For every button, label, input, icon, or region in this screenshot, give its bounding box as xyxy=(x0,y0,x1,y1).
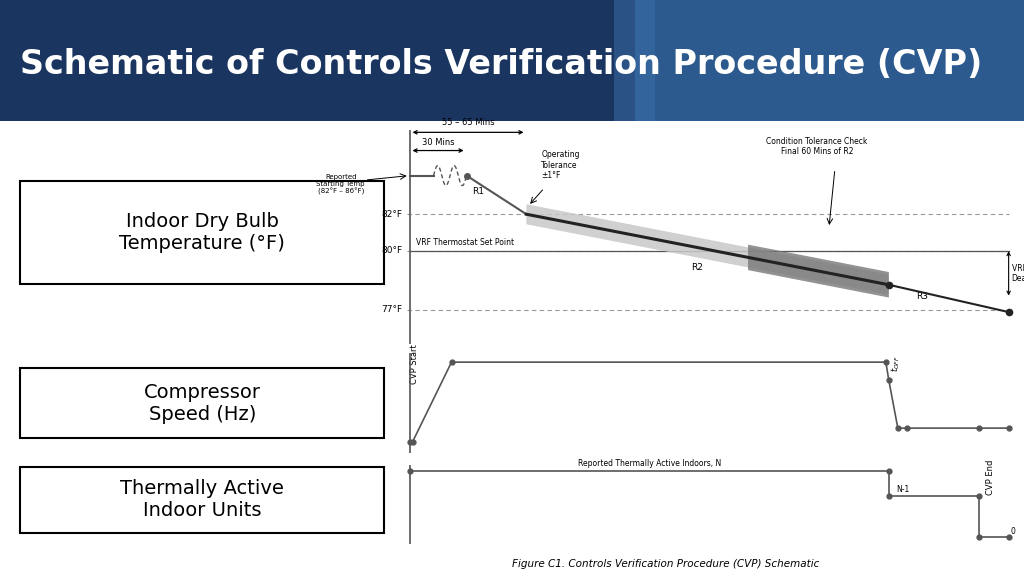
FancyBboxPatch shape xyxy=(20,467,384,533)
Text: Condition Tolerance Check
Final 60 Mins of R2: Condition Tolerance Check Final 60 Mins … xyxy=(766,137,867,156)
Polygon shape xyxy=(749,245,889,298)
Bar xyxy=(635,0,1024,121)
Text: CVP Start: CVP Start xyxy=(410,344,419,384)
Text: VRF Thermostat Set Point: VRF Thermostat Set Point xyxy=(416,238,514,248)
Text: Figure C1. Controls Verification Procedure (CVP) Schematic: Figure C1. Controls Verification Procedu… xyxy=(512,559,819,569)
Text: R3: R3 xyxy=(915,291,928,301)
Text: VRF Thermostat
Deadband: VRF Thermostat Deadband xyxy=(1012,264,1024,283)
Text: R1: R1 xyxy=(472,187,483,196)
Text: Indoor Dry Bulb
Temperature (°F): Indoor Dry Bulb Temperature (°F) xyxy=(120,212,285,253)
Text: 55 – 65 Mins: 55 – 65 Mins xyxy=(441,118,495,127)
Text: Compressor
Speed (Hz): Compressor Speed (Hz) xyxy=(143,382,261,423)
Text: N-1: N-1 xyxy=(896,485,909,494)
Text: Reported
Starting Temp
(82°F – 86°F): Reported Starting Temp (82°F – 86°F) xyxy=(316,174,365,195)
FancyBboxPatch shape xyxy=(20,181,384,283)
Text: 77°F: 77°F xyxy=(381,305,402,314)
Text: 0: 0 xyxy=(1011,527,1016,536)
Polygon shape xyxy=(526,204,889,295)
Text: R2: R2 xyxy=(691,263,703,272)
Text: $t_{OFF}$: $t_{OFF}$ xyxy=(890,355,902,372)
Bar xyxy=(0,0,635,121)
Text: Schematic of Controls Verification Procedure (CVP): Schematic of Controls Verification Proce… xyxy=(20,48,983,81)
Bar xyxy=(614,0,655,121)
Text: CVP End: CVP End xyxy=(986,460,995,495)
Text: 80°F: 80°F xyxy=(381,246,402,255)
Text: 82°F: 82°F xyxy=(381,210,402,219)
Text: 30 Mins: 30 Mins xyxy=(422,138,455,147)
Text: Operating
Tolerance
±1°F: Operating Tolerance ±1°F xyxy=(542,150,580,180)
Text: Thermally Active
Indoor Units: Thermally Active Indoor Units xyxy=(120,479,285,520)
Text: Reported Thermally Active Indoors, N: Reported Thermally Active Indoors, N xyxy=(578,458,721,468)
FancyBboxPatch shape xyxy=(20,368,384,438)
